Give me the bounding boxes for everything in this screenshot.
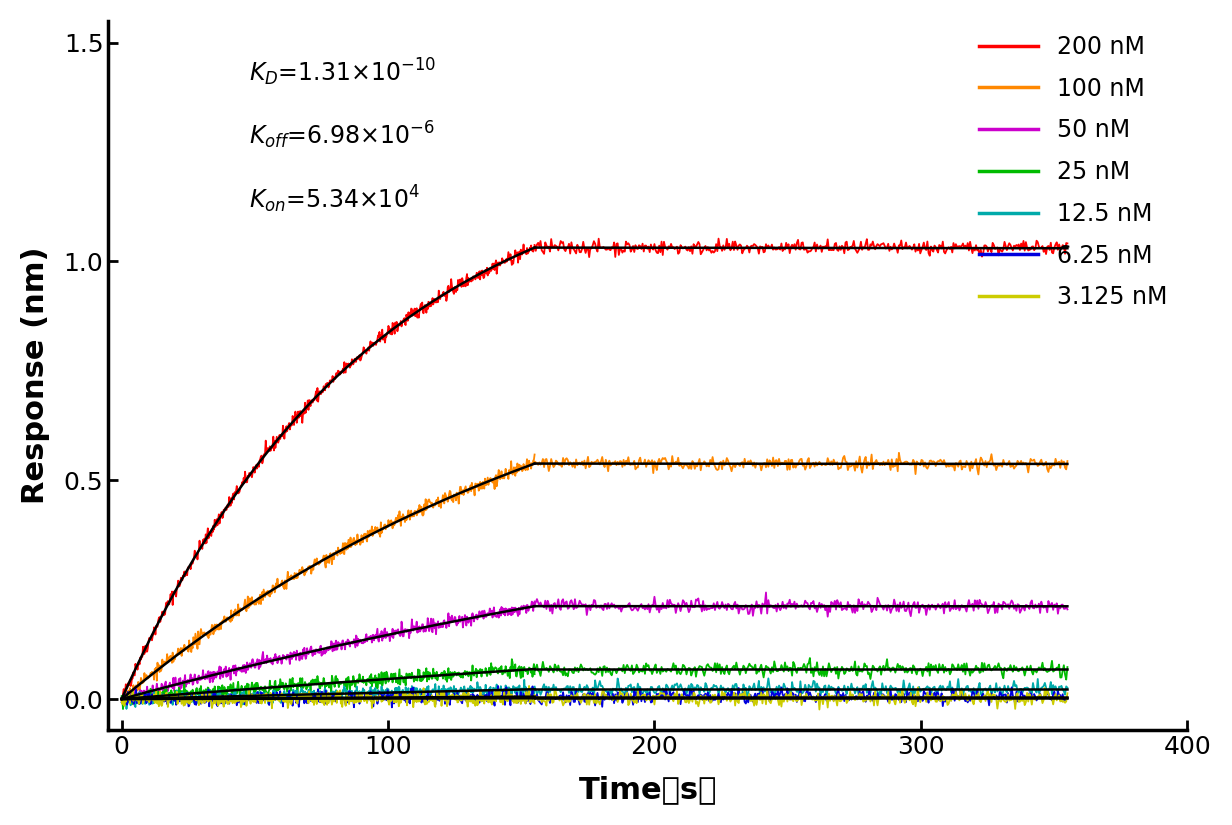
Text: $K_{on}$=5.34×10$^{4}$: $K_{on}$=5.34×10$^{4}$	[249, 184, 419, 215]
Text: $K_D$=1.31×10$^{-10}$: $K_D$=1.31×10$^{-10}$	[249, 56, 436, 87]
X-axis label: Time（s）: Time（s）	[579, 776, 717, 804]
Legend: 200 nM, 100 nM, 50 nM, 25 nM, 12.5 nM, 6.25 nM, 3.125 nM: 200 nM, 100 nM, 50 nM, 25 nM, 12.5 nM, 6…	[970, 26, 1177, 318]
Text: $K_{off}$=6.98×10$^{-6}$: $K_{off}$=6.98×10$^{-6}$	[249, 120, 435, 152]
Y-axis label: Response (nm): Response (nm)	[21, 247, 49, 504]
